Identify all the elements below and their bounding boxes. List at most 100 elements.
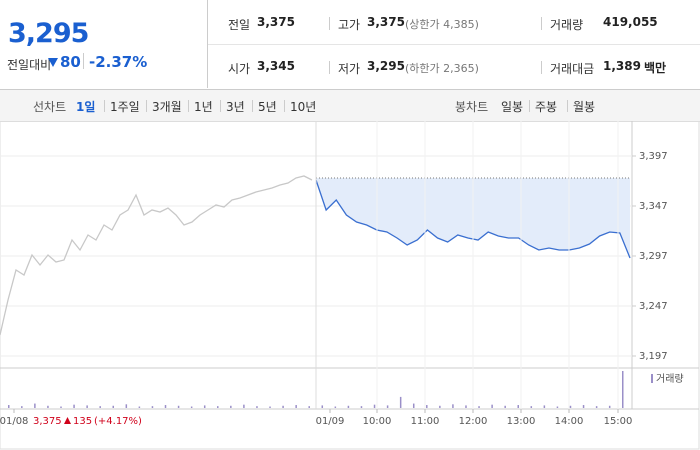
volume-bar — [8, 405, 10, 408]
separator — [329, 17, 330, 30]
separator — [284, 100, 285, 112]
volume-bar — [47, 405, 49, 408]
tab[interactable]: 1일 — [76, 100, 96, 114]
volume-bar — [73, 404, 75, 408]
x-tick-label: 14:00 — [555, 416, 584, 427]
stat-label: 고가 — [338, 18, 361, 32]
volume-bar — [151, 406, 154, 408]
volume-bar — [60, 406, 62, 408]
volume-bar — [321, 405, 324, 408]
prev-rate: (+4.17%) — [94, 416, 142, 427]
legend-swatch — [651, 374, 653, 383]
price-line — [0, 175, 313, 336]
separator — [329, 61, 330, 74]
volume-bar — [478, 406, 480, 408]
separator — [541, 17, 542, 30]
volume-bar — [256, 406, 258, 408]
volume-bar — [412, 403, 415, 408]
separator — [188, 100, 189, 112]
volume-bar — [269, 406, 271, 408]
tab[interactable]: 월봉 — [573, 100, 596, 114]
stat-label: 거래대금 — [550, 62, 595, 76]
prev-close: 3,375 — [33, 416, 62, 427]
stat-value: 3,375 — [367, 15, 405, 29]
volume-bar — [622, 371, 624, 408]
volume-bar — [86, 405, 88, 408]
volume-bar — [439, 405, 441, 408]
volume-bar — [190, 406, 193, 408]
volume-bar — [504, 405, 506, 408]
separator — [220, 100, 221, 112]
separator — [83, 53, 84, 69]
tab[interactable]: 1주일 — [110, 100, 140, 114]
x-tick-label: 10:00 — [363, 416, 392, 427]
tab-bar: 선차트 1일 1주일 3개월 1년 3년 5년 10년 봉차트 일봉 주봉 월봉 — [0, 89, 700, 122]
tab[interactable]: 10년 — [290, 100, 317, 114]
x-tick-label: 12:00 — [459, 416, 488, 427]
volume-bar — [177, 405, 180, 408]
volume-bar — [334, 406, 337, 408]
x-tick-label: 01/08 — [0, 416, 28, 427]
volume-bar — [21, 406, 23, 408]
separator — [104, 100, 105, 112]
stat-value: 1,389 — [603, 59, 641, 73]
x-tick-label: 11:00 — [411, 416, 440, 427]
tab-label: 봉차트 — [455, 100, 489, 114]
y-tick-label: 3,397 — [639, 151, 668, 162]
x-tick-label: 01/09 — [316, 416, 345, 427]
volume-bar — [386, 405, 389, 408]
volume-bar — [360, 406, 363, 408]
price-box — [0, 0, 208, 88]
volume-bar — [491, 404, 493, 408]
up-arrow — [64, 417, 71, 424]
stat-value: 3,375 — [257, 15, 295, 29]
volume-bar — [112, 405, 115, 408]
tab[interactable]: 주봉 — [535, 100, 558, 114]
y-tick-label: 3,297 — [639, 251, 668, 262]
volume-bar — [556, 406, 559, 408]
change: 80 — [60, 53, 81, 71]
prev-change: 135 — [73, 416, 92, 427]
volume-bar — [426, 405, 428, 408]
volume-bar — [217, 406, 219, 408]
stat-unit: 백만 — [644, 61, 667, 75]
tab-label: 선차트 — [33, 100, 67, 114]
tab[interactable]: 5년 — [258, 100, 277, 114]
volume-bar — [582, 405, 585, 408]
tab[interactable]: 3년 — [226, 100, 245, 114]
tab[interactable]: 일봉 — [501, 100, 524, 114]
x-tick-label: 13:00 — [507, 416, 536, 427]
volume-bar — [608, 405, 611, 408]
separator — [567, 100, 568, 112]
stat-value: 419,055 — [603, 15, 658, 29]
volume-bar — [138, 406, 141, 408]
volume-bar — [452, 404, 454, 408]
stat-label: 저가 — [338, 62, 361, 76]
volume-bar — [99, 406, 101, 408]
stat-label: 전일 — [228, 18, 251, 32]
tab[interactable]: 3개월 — [152, 100, 182, 114]
plot-frame — [0, 121, 700, 450]
volume-bar — [282, 405, 284, 408]
volume-bar — [465, 405, 467, 408]
volume-bar — [373, 404, 376, 408]
tab[interactable]: 1년 — [194, 100, 213, 114]
volume-bar — [164, 405, 167, 408]
volume-bar — [230, 405, 232, 408]
stat-label: 시가 — [228, 62, 251, 76]
volume-bar — [34, 403, 36, 408]
volume-bar — [125, 404, 128, 408]
stat-label: 거래량 — [550, 18, 584, 32]
down-arrow — [48, 58, 58, 67]
stat-note: (상한가 4,385) — [405, 18, 479, 31]
stat-value: 3,295 — [367, 59, 405, 73]
volume-bar — [543, 405, 546, 408]
y-tick-label: 3,247 — [639, 301, 668, 312]
stat-note: (하한가 2,365) — [405, 62, 479, 75]
volume-bar — [517, 405, 519, 408]
separator — [252, 100, 253, 112]
x-tick-label: 15:00 — [604, 416, 633, 427]
volume-bar — [347, 405, 350, 408]
separator — [541, 61, 542, 74]
